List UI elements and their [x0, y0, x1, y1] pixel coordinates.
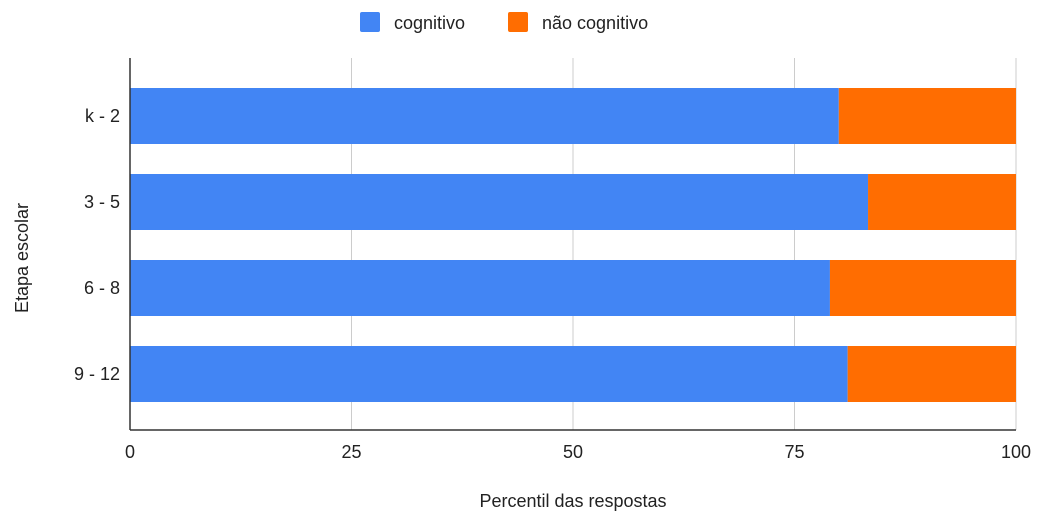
y-tick-label-k-2: k - 2 — [85, 106, 120, 126]
x-tick-label-50: 50 — [563, 442, 583, 462]
bar-3-5-cognitivo — [130, 174, 869, 230]
y-axis-title: Etapa escolar — [12, 203, 32, 313]
bars — [130, 88, 1016, 402]
bar-9-12-nao-cognitivo — [847, 346, 1016, 402]
bar-6-8-cognitivo — [130, 260, 830, 316]
x-tick-label-75: 75 — [784, 442, 804, 462]
legend-label-nao-cognitivo: não cognitivo — [542, 13, 648, 33]
legend-swatch-cognitivo — [360, 12, 380, 32]
x-tick-label-25: 25 — [341, 442, 361, 462]
y-tick-label-6-8: 6 - 8 — [84, 278, 120, 298]
y-tick-label-9-12: 9 - 12 — [74, 364, 120, 384]
bar-6-8-nao-cognitivo — [829, 260, 1016, 316]
legend-swatch-nao-cognitivo — [508, 12, 528, 32]
legend-label-cognitivo: cognitivo — [394, 13, 465, 33]
axes — [129, 58, 1016, 431]
bar-k-2-cognitivo — [130, 88, 839, 144]
bar-k-2-nao-cognitivo — [838, 88, 1016, 144]
x-tick-label-100: 100 — [1001, 442, 1031, 462]
x-tick-labels: 0 25 50 75 100 — [125, 442, 1031, 462]
legend: cognitivo não cognitivo — [360, 12, 648, 33]
bar-9-12-cognitivo — [130, 346, 848, 402]
x-tick-label-0: 0 — [125, 442, 135, 462]
y-tick-label-3-5: 3 - 5 — [84, 192, 120, 212]
x-axis-title: Percentil das respostas — [479, 491, 666, 511]
y-tick-labels: k - 2 3 - 5 6 - 8 9 - 12 — [74, 106, 120, 384]
bar-3-5-nao-cognitivo — [868, 174, 1016, 230]
